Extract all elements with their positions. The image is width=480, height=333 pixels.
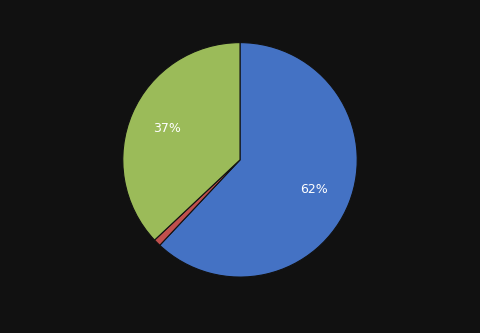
Text: 37%: 37% [153, 122, 181, 135]
Wedge shape [123, 43, 240, 240]
Wedge shape [155, 160, 240, 245]
Text: 62%: 62% [300, 183, 328, 196]
Wedge shape [160, 43, 357, 277]
